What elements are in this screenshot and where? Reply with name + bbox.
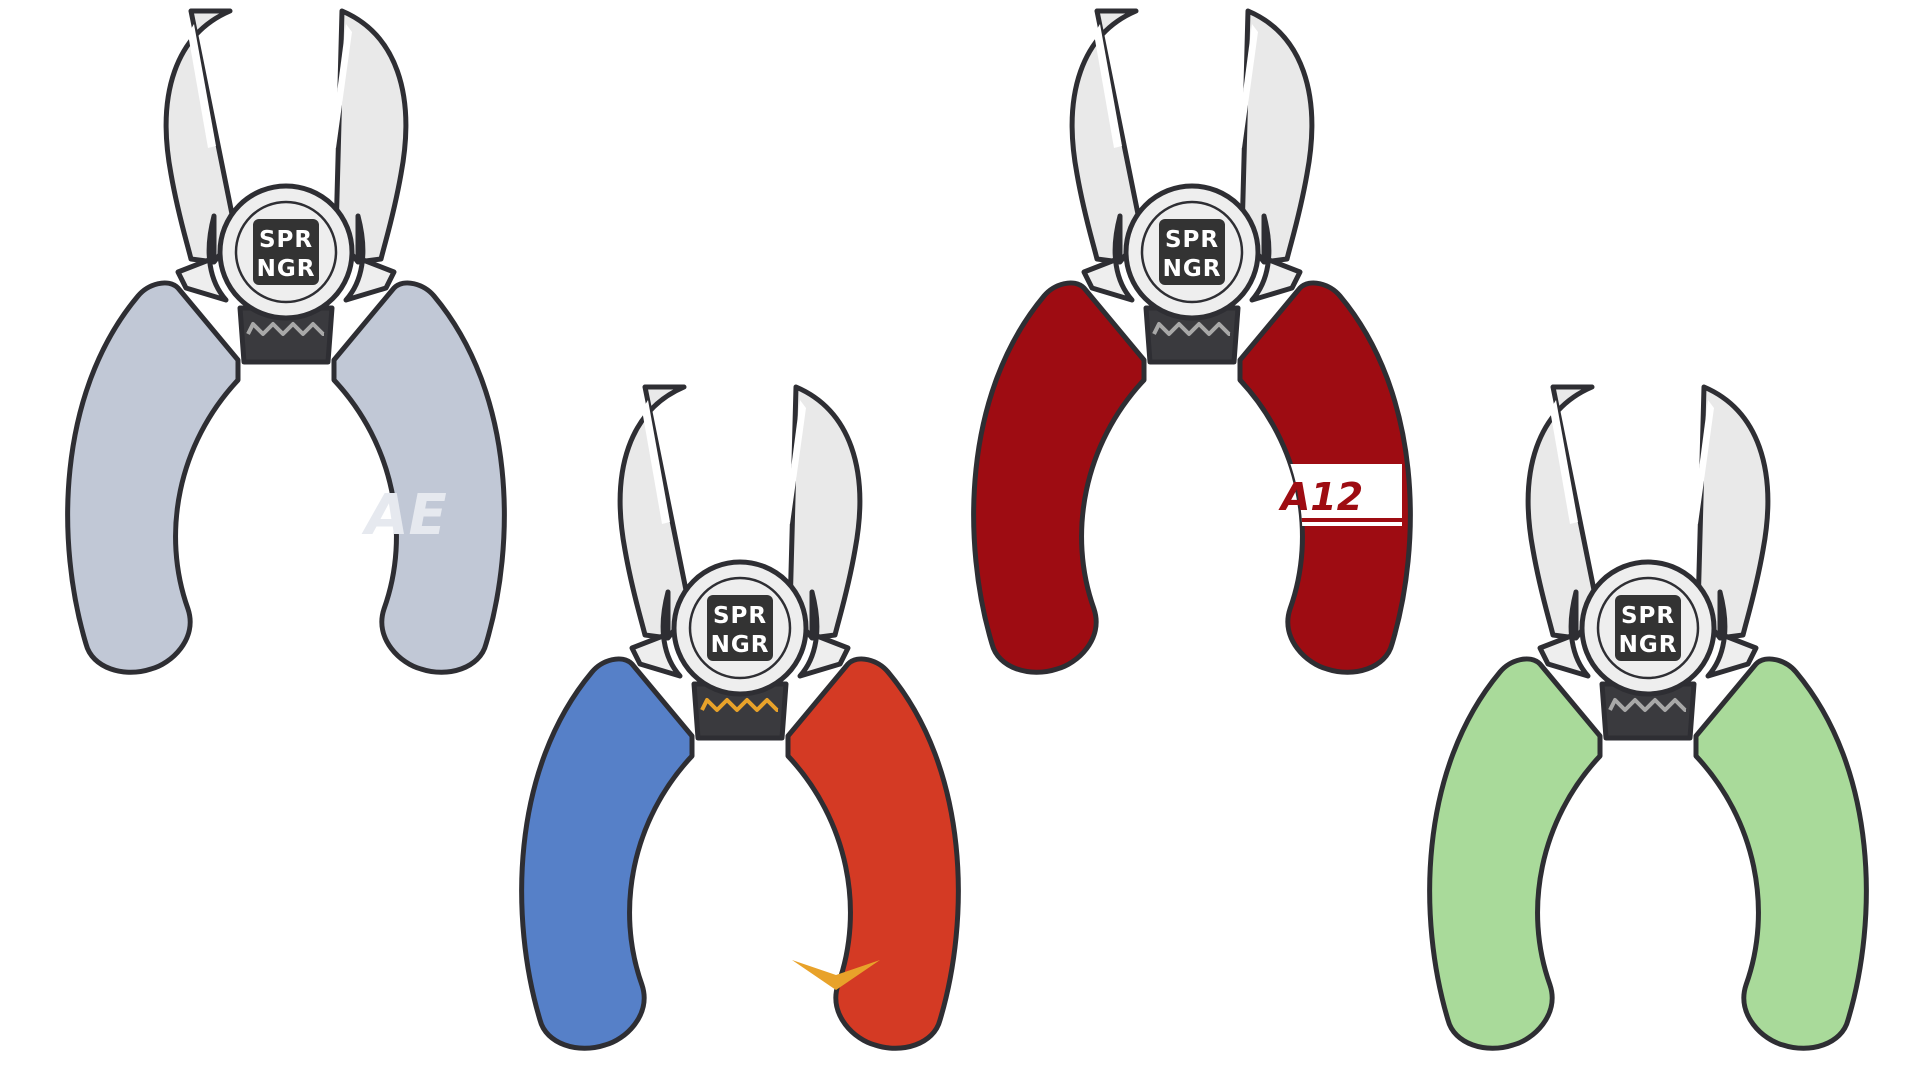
right-handle	[1693, 656, 1869, 1051]
brand-logo	[1159, 219, 1225, 285]
brand-logo-line1: SPR	[1621, 603, 1675, 629]
brand-logo-line2: NGR	[1163, 256, 1222, 282]
brand-logo-line1: SPR	[713, 603, 767, 629]
spring-coil	[1152, 322, 1231, 336]
blade-highlight	[188, 24, 216, 148]
brand-logo-line2: NGR	[711, 632, 770, 658]
right-handle	[331, 280, 507, 675]
blade-highlight	[1236, 24, 1258, 148]
brand-logo	[707, 595, 773, 661]
brand-logo-line2: NGR	[1619, 632, 1678, 658]
left-handle	[519, 656, 695, 1051]
plier-red: A12 SPR NGR	[971, 8, 1413, 675]
right-blade	[1695, 384, 1771, 641]
plier-grey: AE SPR NGR	[65, 8, 507, 675]
blade-highlight	[330, 24, 352, 148]
left-handle	[971, 280, 1147, 675]
right-blade	[333, 8, 409, 265]
left-handle	[65, 280, 241, 675]
blade-highlight	[784, 400, 806, 524]
brand-logo-line2: NGR	[257, 256, 316, 282]
brand-logo-line1: SPR	[259, 227, 313, 253]
plier-blue-red: SPR NGR	[519, 384, 961, 1051]
handle-logo: AE	[361, 483, 447, 548]
blade-highlight	[1550, 400, 1578, 524]
right-blade	[1239, 8, 1315, 265]
brand-logo	[1615, 595, 1681, 661]
spring-coil	[246, 322, 325, 336]
spring-coil	[700, 698, 779, 712]
blade-highlight	[1094, 24, 1122, 148]
blade-highlight	[1692, 400, 1714, 524]
blade-highlight	[642, 400, 670, 524]
brand-logo-line1: SPR	[1165, 227, 1219, 253]
plier-green: SPR NGR	[1427, 384, 1869, 1051]
right-blade	[787, 384, 863, 641]
chevron-icon	[792, 960, 880, 990]
spring-coil	[1608, 698, 1687, 712]
brand-logo	[253, 219, 319, 285]
left-handle	[1427, 656, 1603, 1051]
handle-code: A12	[1278, 475, 1363, 519]
right-handle	[785, 656, 961, 1051]
